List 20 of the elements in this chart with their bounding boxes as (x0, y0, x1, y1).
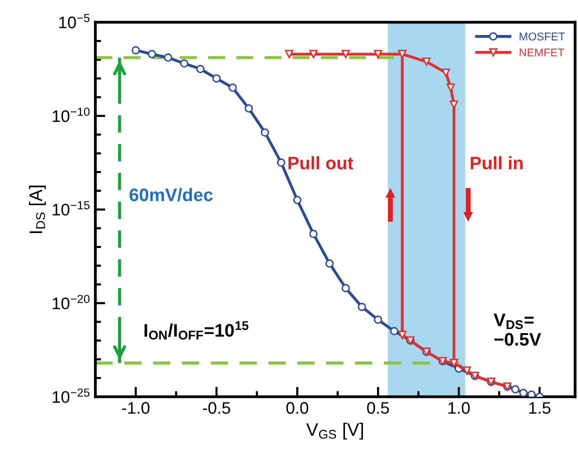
annotation: 60mV/dec (130, 188, 213, 202)
x-axis-title: V$_{GS}$ [V] (306, 422, 363, 440)
y-tick-label: 10$^{−5}$ (59, 14, 90, 28)
x-tick-label: -0.5 (202, 402, 230, 414)
x-tick-label: 0.5 (367, 402, 389, 414)
y-tick-label: 10$^{−25}$ (52, 388, 90, 403)
annotation: Pull out (288, 156, 354, 170)
x-tick-label: 1.5 (529, 402, 550, 414)
legend-label: MOSFET (520, 32, 565, 40)
y-tick-label: 10$^{−20}$ (52, 294, 90, 310)
y-tick-label: 10$^{−10}$ (52, 108, 90, 122)
annotation: V$_{DS}$= −0.5V (494, 314, 542, 346)
annotation: Pull in (470, 156, 523, 170)
annotation: I$_{ON}$/I$_{OFF}$=10$^{15}$ (144, 321, 248, 340)
x-tick-label: -1.0 (122, 402, 150, 414)
x-tick-label: 0.0 (286, 402, 308, 414)
y-axis-title: I$_{DS}$ [A] (28, 186, 46, 234)
y-tick-label: 10$^{−15}$ (52, 201, 90, 216)
legend-label: NEMFET (520, 48, 564, 56)
x-tick-label: 1.0 (448, 402, 470, 414)
